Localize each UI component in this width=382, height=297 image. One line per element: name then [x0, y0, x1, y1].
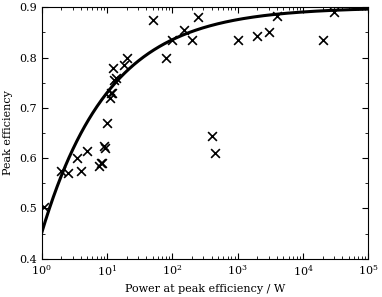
Point — [96, 163, 102, 168]
Point — [235, 38, 241, 42]
Point — [163, 55, 169, 60]
Point — [181, 28, 187, 32]
Point — [189, 38, 195, 42]
Point — [212, 151, 218, 155]
Point — [104, 121, 110, 125]
Point — [108, 90, 114, 95]
Point — [65, 171, 71, 176]
Point — [120, 63, 126, 67]
Point — [149, 18, 155, 22]
Point — [101, 143, 107, 148]
Point — [110, 65, 116, 70]
Point — [274, 13, 280, 18]
Point — [209, 133, 215, 138]
Point — [84, 148, 90, 153]
Point — [331, 10, 337, 15]
Point — [123, 55, 129, 60]
Point — [320, 38, 326, 42]
Point — [99, 161, 105, 165]
Point — [111, 78, 117, 83]
Point — [74, 156, 80, 160]
Point — [78, 168, 84, 173]
Point — [97, 161, 104, 165]
Point — [266, 30, 272, 35]
Point — [254, 34, 261, 38]
Point — [102, 146, 108, 151]
Point — [41, 205, 47, 210]
Y-axis label: Peak efficiency: Peak efficiency — [3, 91, 13, 176]
Point — [169, 38, 175, 42]
X-axis label: Power at peak efficiency / W: Power at peak efficiency / W — [125, 284, 285, 294]
Point — [109, 90, 115, 95]
Point — [107, 95, 113, 100]
Point — [58, 168, 64, 173]
Point — [195, 15, 201, 20]
Point — [113, 75, 120, 80]
